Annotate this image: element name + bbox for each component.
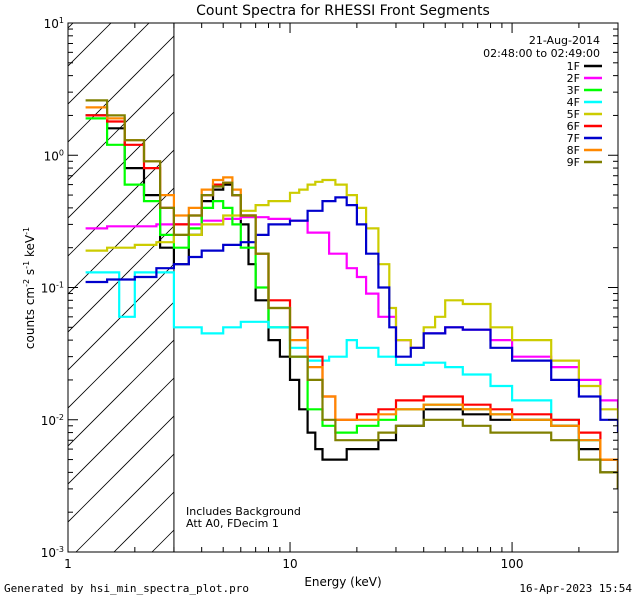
note-background: Includes Background — [186, 505, 301, 518]
y-tick-label: 101 — [44, 16, 64, 31]
series-line-9f — [85, 99, 618, 489]
chart-title: Count Spectra for RHESSI Front Segments — [196, 3, 490, 19]
hatch-line — [68, 23, 150, 105]
legend-label-7f: 7F — [567, 132, 580, 145]
hatch-line — [68, 23, 112, 67]
series-line-4f — [85, 271, 618, 473]
y-tick-label: 10-3 — [41, 545, 64, 560]
footer-generated-by: Generated by hsi_min_spectra_plot.pro — [4, 582, 250, 595]
excluded-energy-hatch — [0, 0, 618, 552]
y-tick-label: 100 — [44, 148, 64, 163]
annotation-date: 21-Aug-2014 — [529, 34, 600, 47]
note-attenuator: Att A0, FDecim 1 — [186, 517, 279, 530]
y-tick-label: 10-2 — [41, 413, 64, 428]
footer-timestamp: 16-Apr-2023 15:54 — [519, 582, 632, 595]
legend-label-8f: 8F — [567, 144, 580, 157]
hatch-line — [68, 23, 74, 29]
legend-label-4f: 4F — [567, 96, 580, 109]
annotation-time-range: 02:48:00 to 02:49:00 — [483, 47, 600, 60]
y-axis-label: counts cm-2 s-1 keV-1 — [22, 227, 37, 349]
hatch-line — [0, 0, 106, 552]
legend-label-6f: 6F — [567, 120, 580, 133]
series-line-5f — [85, 178, 618, 426]
legend-label-3f: 3F — [567, 84, 580, 97]
x-axis-label: Energy (keV) — [304, 575, 381, 589]
x-tick-label: 10 — [282, 557, 297, 571]
legend-label-2f: 2F — [567, 72, 580, 85]
legend-label-1f: 1F — [567, 60, 580, 73]
legend-label-9f: 9F — [567, 156, 580, 169]
y-tick-label: 10-1 — [41, 281, 64, 296]
x-tick-label: 1 — [64, 557, 72, 571]
hatch-line — [68, 23, 188, 143]
axes-layer: 1 10 100 10-3 10-2 10-1 100 101 — [41, 16, 619, 571]
hatch-mask — [173, 23, 618, 552]
series-line-7f — [85, 196, 618, 433]
legend-label-5f: 5F — [567, 108, 580, 121]
x-tick-label: 100 — [501, 557, 524, 571]
series-layer — [85, 99, 618, 489]
